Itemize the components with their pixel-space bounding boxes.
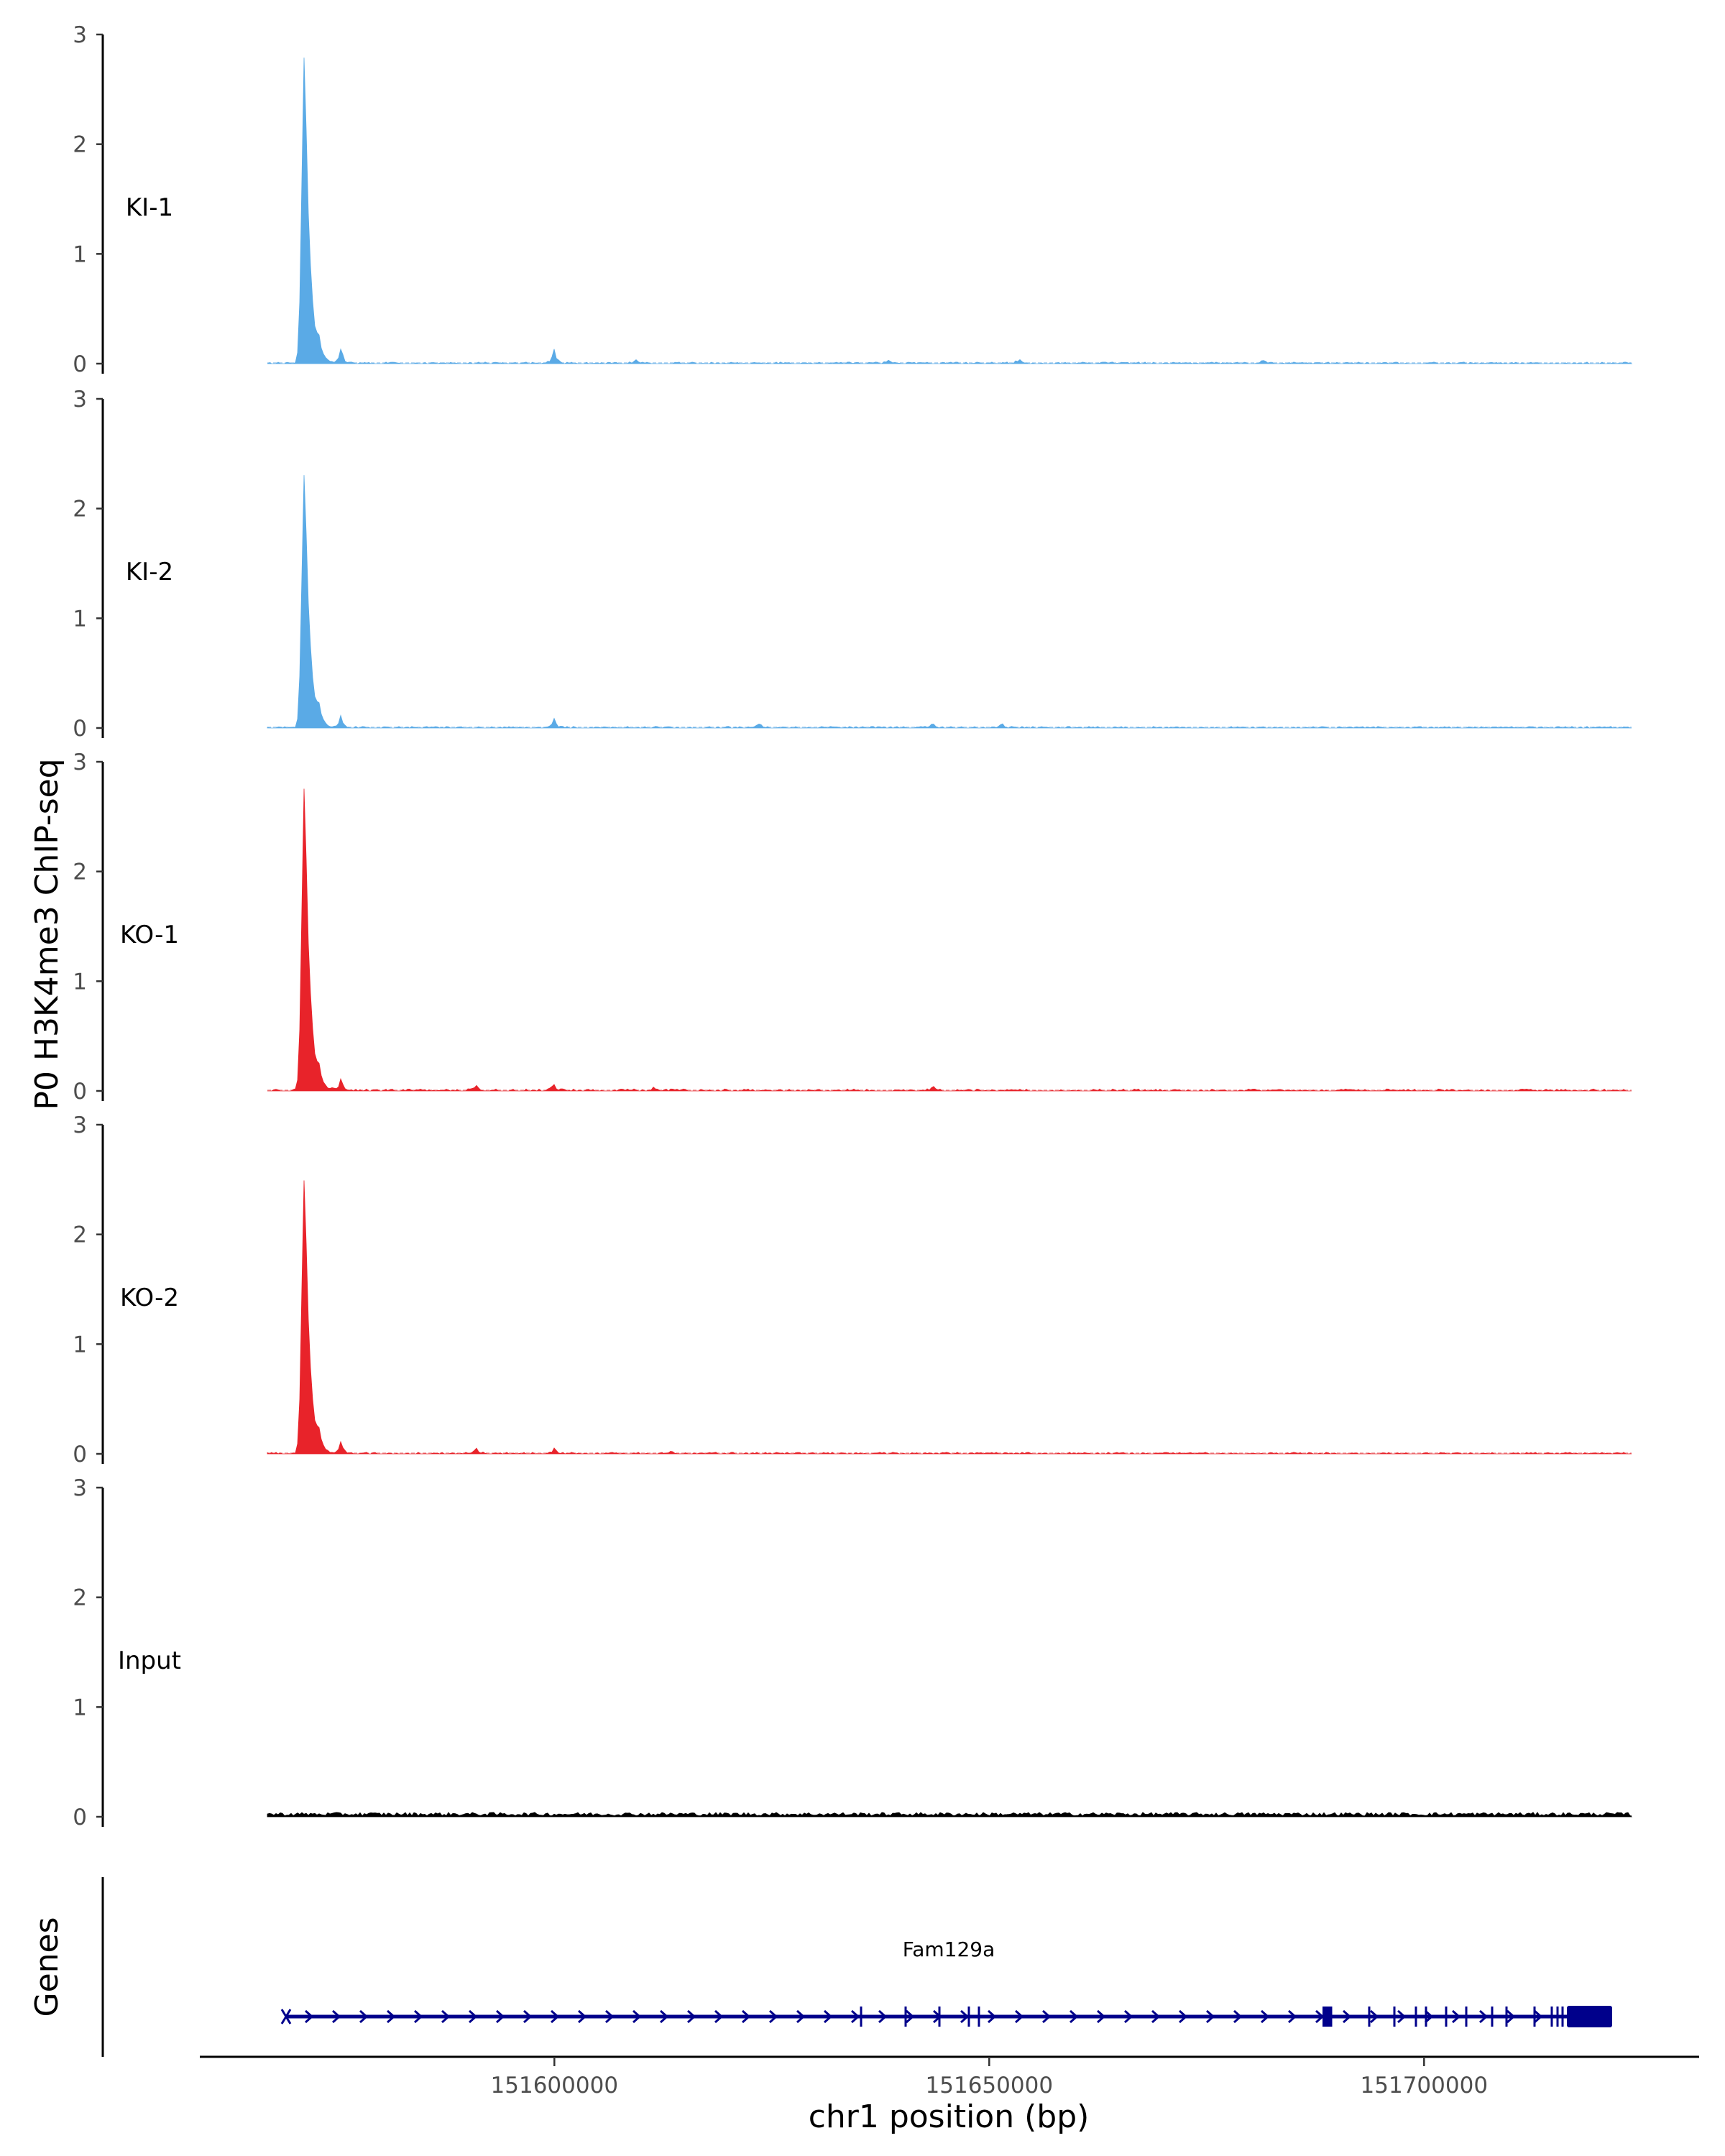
strand-arrow: [824, 2009, 833, 2024]
strand-arrow: [387, 2009, 396, 2024]
coding-exon: [1322, 2007, 1332, 2027]
strand-arrow: [1206, 2009, 1215, 2024]
signal-area: [267, 1180, 1632, 1455]
strand-arrow: [441, 2009, 451, 2024]
y-tick-label: 2: [73, 132, 87, 158]
track-ko-2: 0 1 2 3 KO-2: [73, 1112, 1632, 1468]
gene-model: [280, 2006, 1612, 2027]
y-tick-label: 1: [73, 241, 87, 267]
strand-arrow: [469, 2009, 478, 2024]
y-tick-label: 0: [73, 1442, 87, 1468]
x-tick-label: 151600000: [491, 2073, 619, 2099]
strand-arrow: [1042, 2009, 1052, 2024]
track-label: KI-1: [126, 193, 173, 222]
strand-arrow: [523, 2009, 533, 2024]
strand-arrow: [769, 2009, 778, 2024]
strand-arrow: [1015, 2009, 1024, 2024]
x-tick-label: 151700000: [1361, 2073, 1489, 2099]
y-tick-label: 1: [73, 1695, 87, 1720]
strand-arrow: [1124, 2009, 1133, 2024]
y-tick-label: 3: [73, 387, 87, 413]
strand-arrow: [714, 2009, 724, 2024]
strand-arrow: [1288, 2009, 1297, 2024]
y-tick-label: 3: [73, 1475, 87, 1501]
strand-arrow: [988, 2009, 997, 2024]
strand-arrow: [1261, 2009, 1270, 2024]
strand-arrow: [1343, 2009, 1352, 2024]
y-tick-label: 3: [73, 22, 87, 48]
strand-arrow: [1506, 2009, 1516, 2024]
signal-area: [267, 1812, 1633, 1818]
track-label: KI-2: [126, 558, 173, 586]
track-ki-1: 0 1 2 3 KI-1: [73, 22, 1633, 377]
y-tick-label: 0: [73, 1805, 87, 1830]
y-tick-label: 2: [73, 1222, 87, 1248]
track-ki-2: 0 1 2 3 KI-2: [73, 387, 1632, 742]
strand-arrow: [496, 2009, 505, 2024]
x-axis: chr1 position (bp) 151600000 151650000 151…: [200, 2055, 1699, 2135]
strand-arrow: [796, 2009, 806, 2024]
strand-arrow: [551, 2009, 560, 2024]
y-tick-label: 1: [73, 969, 87, 995]
strand-arrow: [1397, 2009, 1407, 2024]
genes-panel: Genes Fam129a: [29, 1877, 1612, 2057]
x-tick-label: 151650000: [926, 2073, 1054, 2099]
y-tick-label: 2: [73, 1585, 87, 1611]
strand-arrow: [1479, 2009, 1489, 2024]
strand-arrow: [1179, 2009, 1188, 2024]
strand-arrow: [960, 2009, 970, 2024]
strand-arrow: [632, 2009, 642, 2024]
strand-arrow: [1452, 2009, 1461, 2024]
signal-area: [267, 788, 1632, 1092]
strand-arrow: [1097, 2009, 1106, 2024]
strand-arrow: [305, 2009, 314, 2024]
strand-arrow: [1534, 2009, 1543, 2024]
y-tick-label: 3: [73, 750, 87, 775]
track-label: KO-1: [120, 921, 179, 949]
track-label: KO-2: [120, 1284, 179, 1312]
track-ko-1: 0 1 2 3 KO-1: [73, 750, 1632, 1105]
y-tick-label: 1: [73, 1332, 87, 1358]
strand-arrow: [687, 2009, 696, 2024]
y-tick-label: 2: [73, 497, 87, 522]
gene-name-label: Fam129a: [903, 1938, 995, 1961]
strand-arrow: [359, 2009, 369, 2024]
strand-arrow: [1425, 2009, 1434, 2024]
strand-arrow: [605, 2009, 615, 2024]
strand-arrow: [906, 2009, 915, 2024]
strand-arrow: [332, 2009, 341, 2024]
signal-area: [267, 57, 1633, 364]
strand-arrow: [851, 2009, 860, 2024]
y-tick-label: 1: [73, 606, 87, 632]
genes-label: Genes: [29, 1917, 65, 2017]
strand-arrow: [878, 2009, 888, 2024]
y-tick-label: 0: [73, 351, 87, 377]
strand-arrow: [578, 2009, 587, 2024]
track-label: Input: [118, 1646, 181, 1675]
last-exon: [1567, 2006, 1612, 2027]
strand-arrow: [1370, 2009, 1379, 2024]
track-panels: 0 1 2 3 KI-1 0 1 2 3 KI-2 0 1 2 3 KO-1 0 1 2 3 KO-2 0 1 2 3 Inpu…: [73, 22, 1633, 1830]
tss-marker: [280, 2009, 292, 2024]
y-tick-label: 0: [73, 716, 87, 742]
strand-arrow: [742, 2009, 751, 2024]
y-tick-label: 0: [73, 1079, 87, 1105]
y-tick-label: 2: [73, 860, 87, 885]
strand-arrow: [414, 2009, 423, 2024]
strand-arrow: [660, 2009, 669, 2024]
y-tick-label: 3: [73, 1112, 87, 1138]
y-axis-label: P0 H3K4me3 ChIP-seq: [29, 758, 65, 1110]
x-axis-label: chr1 position (bp): [809, 2099, 1090, 2135]
strand-arrow: [1151, 2009, 1161, 2024]
signal-area: [267, 475, 1632, 729]
strand-arrow: [1233, 2009, 1243, 2024]
track-input: 0 1 2 3 Input: [73, 1475, 1633, 1830]
strand-arrow: [1070, 2009, 1079, 2024]
